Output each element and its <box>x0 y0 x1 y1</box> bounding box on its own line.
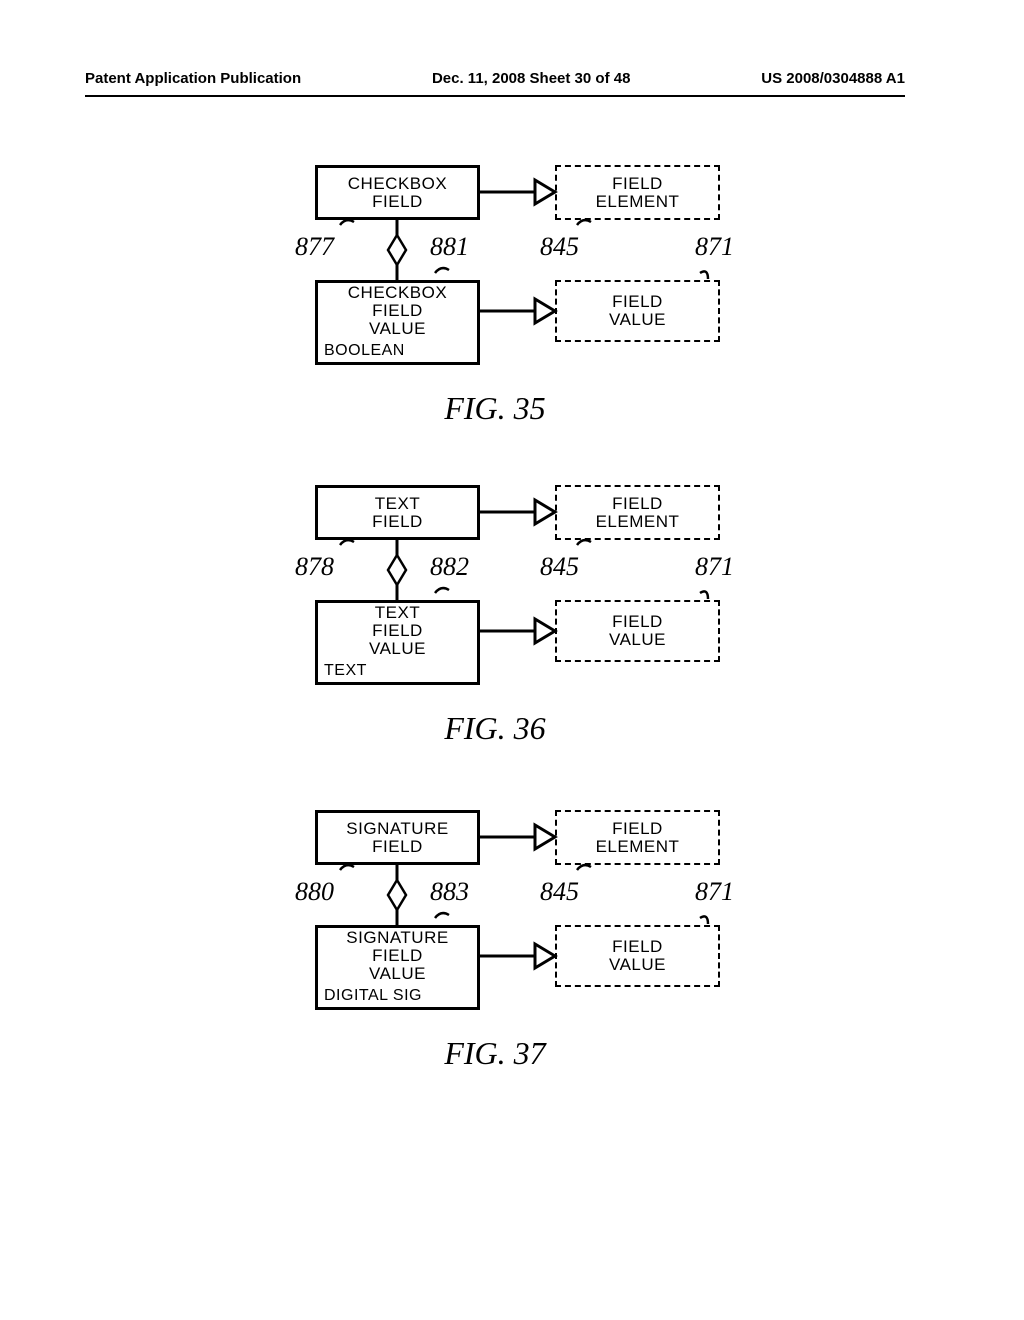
fig35-ref-877: 877 <box>295 232 334 262</box>
fig37-box-bl: SIGNATURE FIELD VALUE <box>315 925 480 987</box>
fig36-ref-871: 871 <box>695 552 734 582</box>
page-header: Patent Application Publication Dec. 11, … <box>85 70 905 97</box>
fig36-box-tr: FIELD ELEMENT <box>555 485 720 540</box>
fig36-connectors <box>85 485 905 715</box>
fig37-connectors <box>85 810 905 1040</box>
fig36-ref-878: 878 <box>295 552 334 582</box>
fig36-ref-845: 845 <box>540 552 579 582</box>
fig35-box-tl: CHECKBOX FIELD <box>315 165 480 220</box>
fig37-ref-883: 883 <box>430 877 469 907</box>
fig35-sub-bl: BOOLEAN <box>315 339 480 365</box>
fig35-box-tr: FIELD ELEMENT <box>555 165 720 220</box>
fig35-box-bl: CHECKBOX FIELD VALUE <box>315 280 480 342</box>
fig36-ref-882: 882 <box>430 552 469 582</box>
fig37-ref-871: 871 <box>695 877 734 907</box>
fig35-ref-871: 871 <box>695 232 734 262</box>
fig37-sub-bl: DIGITAL SIG <box>315 984 480 1010</box>
fig36-box-br: FIELD VALUE <box>555 600 720 662</box>
header-left: Patent Application Publication <box>85 70 301 87</box>
fig37-box-br: FIELD VALUE <box>555 925 720 987</box>
fig37-caption: FIG. 37 <box>85 1035 905 1072</box>
fig36-sub-bl: TEXT <box>315 659 480 685</box>
fig37-box-tr: FIELD ELEMENT <box>555 810 720 865</box>
header-right: US 2008/0304888 A1 <box>761 70 905 87</box>
patent-page: Patent Application Publication Dec. 11, … <box>85 70 905 1250</box>
fig36-box-bl: TEXT FIELD VALUE <box>315 600 480 662</box>
header-center: Dec. 11, 2008 Sheet 30 of 48 <box>432 70 630 87</box>
fig36-caption: FIG. 36 <box>85 710 905 747</box>
fig35-ref-881: 881 <box>430 232 469 262</box>
fig36-box-tl: TEXT FIELD <box>315 485 480 540</box>
fig35-ref-845: 845 <box>540 232 579 262</box>
fig37-box-tl: SIGNATURE FIELD <box>315 810 480 865</box>
fig35-box-br: FIELD VALUE <box>555 280 720 342</box>
fig35-caption: FIG. 35 <box>85 390 905 427</box>
fig37-ref-845: 845 <box>540 877 579 907</box>
fig35-connectors <box>85 165 905 395</box>
fig37-ref-880: 880 <box>295 877 334 907</box>
